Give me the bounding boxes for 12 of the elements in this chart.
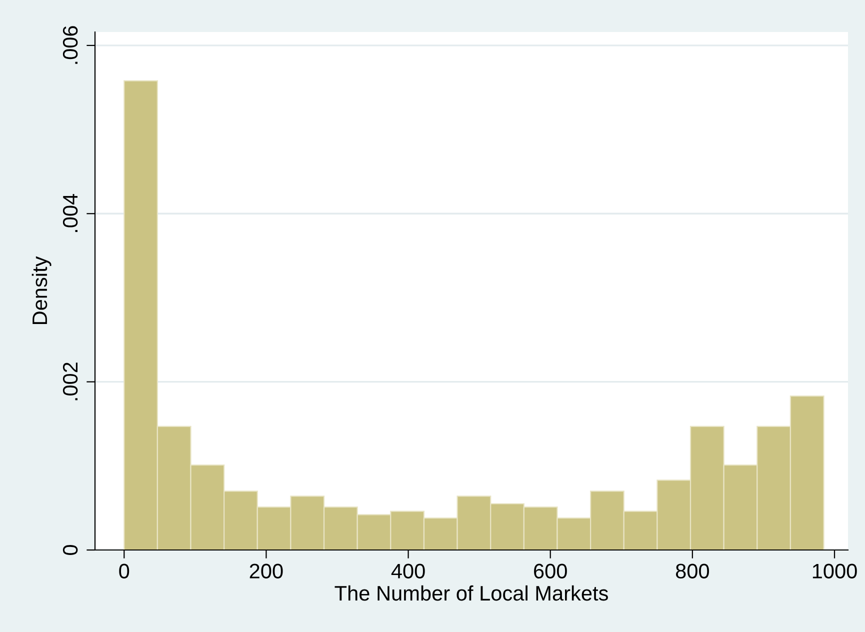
x-tick-label: 1000	[812, 564, 857, 578]
x-tick-label: 400	[391, 564, 425, 578]
x-tick-label: 0	[119, 564, 130, 578]
x-tick-label: 600	[534, 564, 567, 578]
y-tick-label: .006	[62, 26, 78, 64]
y-tick-label: .002	[62, 362, 78, 400]
y-axis-title: Density	[32, 256, 52, 324]
x-axis-title: The Number of Local Markets	[334, 585, 608, 601]
y-tick-label: .004	[62, 194, 78, 232]
x-tick-label: 200	[250, 564, 283, 578]
x-tick-label: 800	[676, 564, 709, 578]
y-tick-label: 0	[62, 545, 78, 555]
